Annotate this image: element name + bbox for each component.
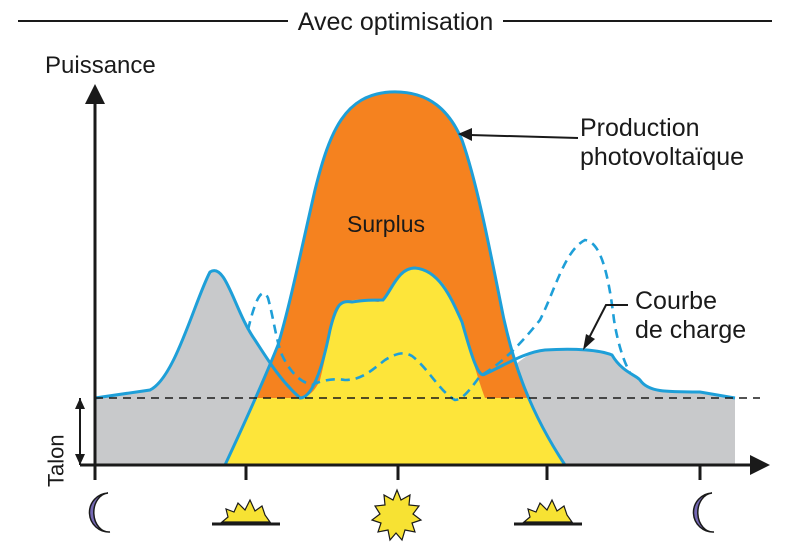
production-label-line2: photovoltaïque (580, 142, 745, 171)
load-curve-label: Courbe de charge (635, 287, 746, 345)
x-ticks (93, 465, 702, 480)
production-pointer-head (458, 128, 472, 141)
sun-icon (370, 488, 423, 542)
y-axis-label: Puissance (45, 52, 156, 79)
sunset-icon (514, 498, 582, 526)
production-pointer (469, 134, 579, 139)
load-curve-label-line1: Courbe (635, 287, 717, 315)
sunrise-icon (212, 498, 280, 526)
surplus-label: Surplus (347, 211, 425, 237)
y-axis-arrow (85, 84, 105, 104)
moon-icon (88, 492, 111, 533)
moon-icon (692, 492, 715, 533)
diagram-title: Avec optimisation (0, 8, 791, 37)
load-pointer-head (583, 334, 595, 350)
load-curve-label-line2: de charge (635, 315, 747, 344)
talon-bracket (75, 398, 85, 465)
x-axis-arrow (750, 455, 770, 475)
load-pointer (588, 304, 628, 339)
load-curve (94, 266, 736, 400)
talon-label: Talon (43, 434, 69, 487)
production-label: Production photovoltaïque (580, 114, 744, 172)
original-load-curve (246, 238, 632, 402)
production-label-line1: Production (580, 114, 700, 142)
